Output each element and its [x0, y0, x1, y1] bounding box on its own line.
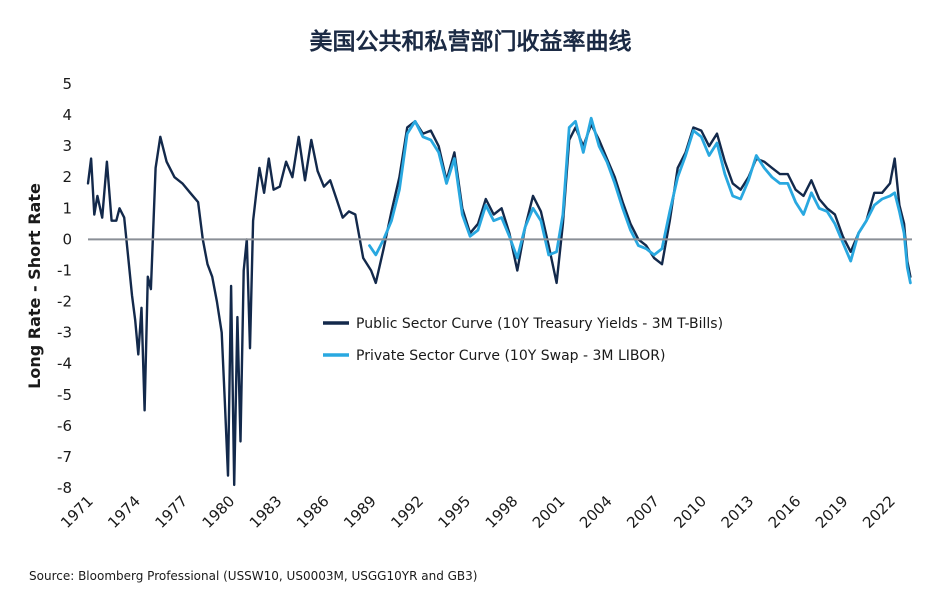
x-tick-label: 1995 [435, 492, 475, 532]
y-tick-label: -2 [57, 293, 72, 311]
x-tick-label: 1992 [387, 492, 427, 532]
y-tick-label: 0 [62, 230, 72, 248]
y-tick-label: -1 [57, 261, 72, 279]
y-tick-label: 3 [62, 137, 72, 155]
y-tick-label: 1 [62, 199, 72, 217]
private-sector-curve-line [368, 116, 912, 285]
x-tick-label: 2019 [812, 492, 852, 532]
y-tick-label: -3 [57, 324, 72, 342]
chart-title: 美国公共和私营部门收益率曲线 [309, 29, 632, 55]
x-tick-label: 1983 [246, 492, 286, 532]
x-tick-label: 2004 [576, 492, 616, 532]
x-tick-label: 1977 [151, 492, 191, 532]
legend-entry: Private Sector Curve (10Y Swap - 3M LIBO… [356, 348, 665, 364]
x-tick-label: 1980 [199, 492, 239, 532]
x-tick-label: 1986 [293, 492, 333, 532]
y-tick-label: -8 [57, 479, 72, 497]
x-tick-label: 2007 [623, 492, 663, 532]
x-tick-label: 1971 [57, 492, 97, 532]
y-tick-label: -7 [57, 448, 72, 466]
y-tick-label: -6 [57, 417, 72, 435]
x-tick-label: 2016 [765, 492, 805, 532]
x-tick-label: 2001 [529, 492, 569, 532]
y-tick-label: 2 [62, 168, 72, 186]
y-axis-label: Long Rate - Short Rate [25, 183, 44, 389]
y-tick-label: 5 [62, 75, 72, 93]
x-tick-label: 2010 [670, 492, 710, 532]
x-tick-label: 1989 [340, 492, 380, 532]
x-tick-label: 1998 [482, 492, 522, 532]
public-sector-curve-line [86, 120, 912, 487]
x-tick-label: 2022 [859, 492, 899, 532]
y-tick-label: 4 [62, 106, 72, 124]
y-tick-label: -4 [57, 355, 72, 373]
x-tick-label: 1974 [104, 492, 144, 532]
x-tick-label: 2013 [718, 492, 758, 532]
source-note: Source: Bloomberg Professional (USSW10, … [29, 569, 478, 583]
legend-entry: Public Sector Curve (10Y Treasury Yields… [356, 316, 723, 332]
y-tick-label: -5 [57, 386, 72, 404]
